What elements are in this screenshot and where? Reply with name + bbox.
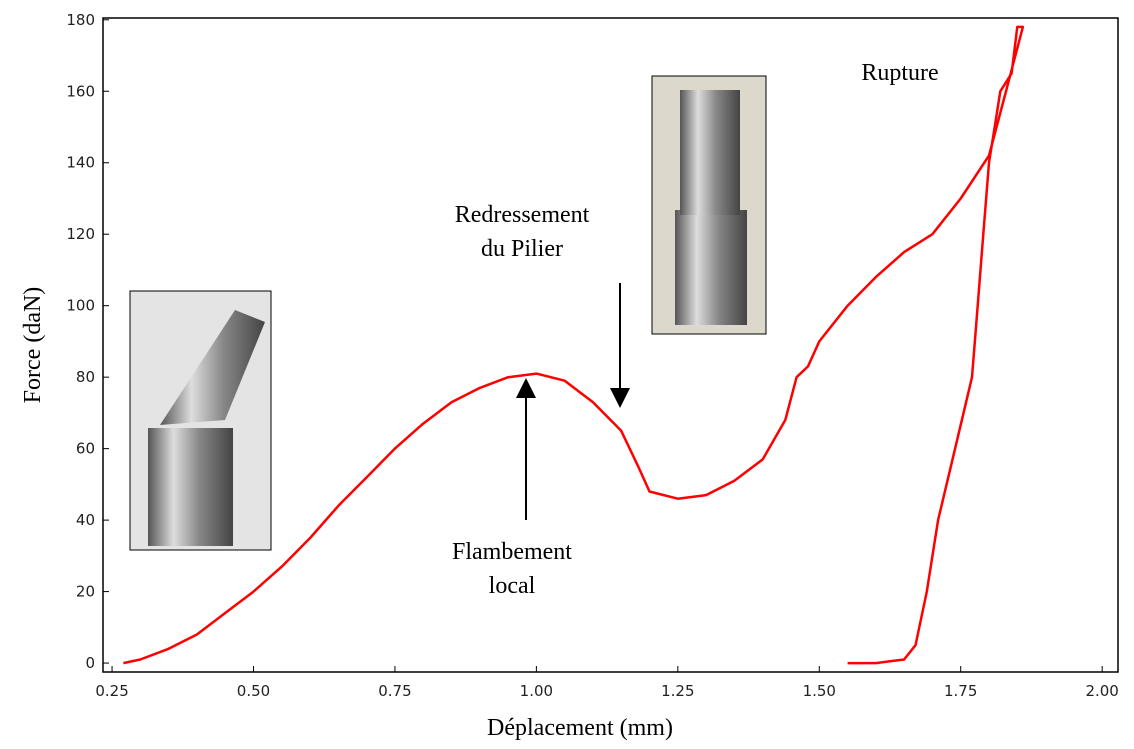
y-tick-label: 60 [76,440,95,458]
annotation: Flambement [452,539,572,565]
y-tick-label: 160 [66,82,95,100]
photo-right [651,75,767,335]
x-tick-label: 1.75 [944,682,977,700]
y-tick-label: 40 [76,511,95,529]
annotation: local [489,573,536,599]
y-tick-label: 140 [66,154,95,172]
x-tick-label: 1.25 [661,682,694,700]
y-tick-label: 120 [66,225,95,243]
y-tick-label: 100 [66,297,95,315]
y-tick-label: 20 [76,583,95,601]
photo-left [129,290,272,551]
annotation: du Pilier [481,236,563,262]
x-tick-label: 0.50 [237,682,270,700]
x-axis-label: Déplacement (mm) [487,715,673,741]
y-axis-label: Force (daN) [20,287,46,404]
plot-frame [102,17,1119,673]
annotation: Redressement [455,202,590,228]
y-tick-label: 0 [85,654,95,672]
annotation: Rupture [861,60,938,86]
x-tick-label: 1.50 [803,682,836,700]
x-tick-label: 0.75 [378,682,411,700]
y-tick-label: 80 [76,368,95,386]
x-tick-label: 2.00 [1085,682,1118,700]
y-tick-label: 180 [66,11,95,29]
x-tick-label: 1.00 [520,682,553,700]
data-line [123,25,1025,665]
x-tick-label: 0.25 [95,682,128,700]
